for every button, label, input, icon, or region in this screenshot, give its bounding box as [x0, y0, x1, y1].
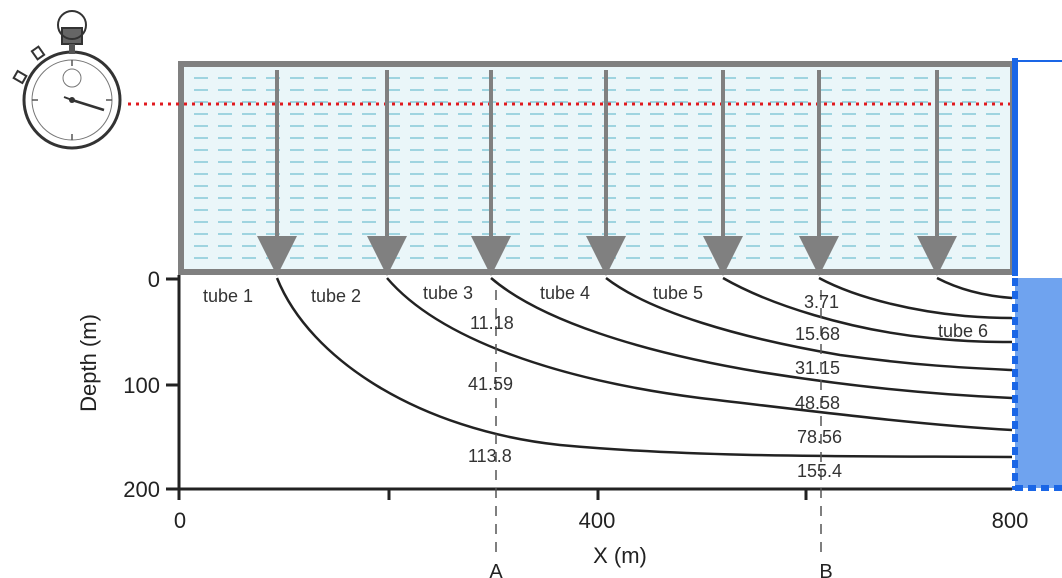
x-tick-label: 400: [579, 508, 616, 533]
right-boundary-upper: [1015, 60, 1062, 276]
tube-label: tube 4: [540, 283, 590, 303]
y-tick-label: 200: [123, 477, 160, 502]
tube-label: tube 5: [653, 283, 703, 303]
y-axis-title: Depth (m): [76, 314, 101, 412]
flow-paths: [275, 276, 1013, 459]
tube-label: tube 3: [423, 283, 473, 303]
flow-path-tube-5: [722, 276, 1013, 344]
y-tick-label: 100: [123, 373, 160, 398]
section-b-value: 155.4: [797, 461, 842, 481]
flow-path-tube-2: [386, 277, 1013, 432]
flow-path-tube-7: [936, 276, 1013, 300]
tube-label: tube 6: [938, 321, 988, 341]
infiltration-arrows: [257, 70, 957, 276]
section-a-value: 11.18: [470, 313, 514, 333]
flow-path-tube-1: [275, 277, 1013, 459]
flow-path-tube-4: [605, 277, 1013, 372]
x-axis-title: X (m): [593, 543, 647, 568]
right-boundary-lower: [1015, 278, 1062, 488]
section-b-value: 31.15: [795, 358, 840, 378]
section-b-value: 48.58: [795, 393, 840, 413]
section-a-value: 113.8: [468, 446, 512, 466]
section-b-value: 15.68: [795, 324, 840, 344]
reservoir: [178, 61, 1016, 275]
tube-label: tube 1: [203, 286, 253, 306]
tube-label: tube 2: [311, 286, 361, 306]
section-b-value: 3.71: [804, 292, 839, 312]
x-tick-label: 800: [992, 508, 1029, 533]
flow-path-tube-6: [818, 276, 1013, 320]
y-tick-label: 0: [148, 267, 160, 292]
stopwatch-icon: [12, 10, 122, 150]
x-tick-label: 0: [174, 508, 186, 533]
section-marker-a: A: [489, 561, 503, 578]
section-marker-b: B: [819, 561, 832, 578]
section-a-value: 41.59: [468, 374, 513, 394]
section-b-value: 78.56: [797, 427, 842, 447]
flow-path-tube-3: [490, 277, 1013, 400]
